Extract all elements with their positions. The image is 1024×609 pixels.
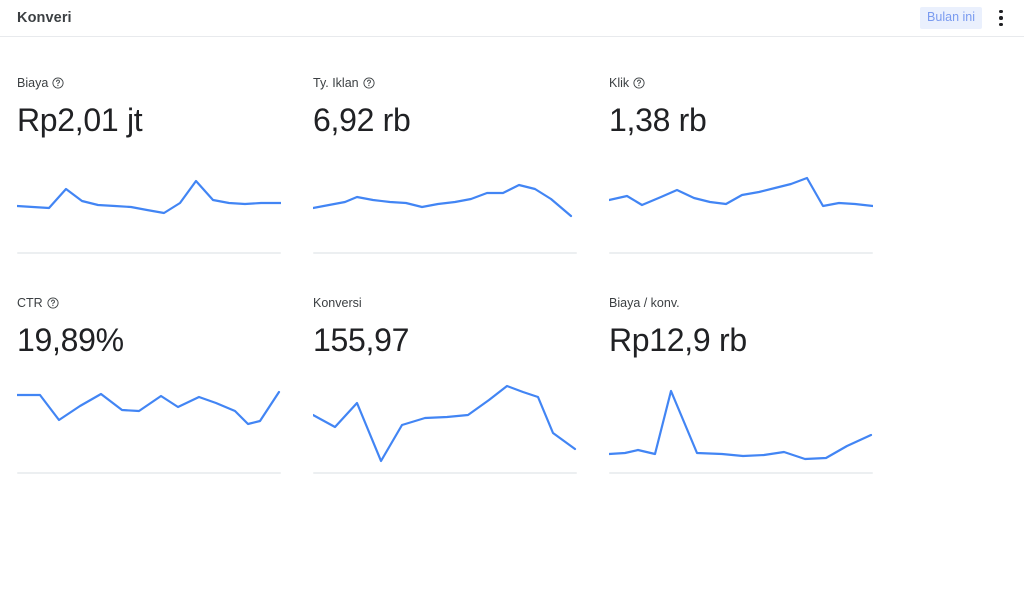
metric-label: Klik <box>609 76 630 90</box>
metric-value: 1,38 rb <box>609 102 707 138</box>
metric-row-top: Biaya Rp2,01 jt <box>0 37 1024 254</box>
metric-card-ty-iklan[interactable]: Ty. Iklan 6,92 rb <box>296 75 592 254</box>
metric-card-ctr[interactable]: CTR 19,89% <box>0 295 296 474</box>
metric-card-klik[interactable]: Klik 1,38 rb <box>592 75 888 254</box>
metric-value: 6,92 rb <box>313 102 411 138</box>
metric-value: Rp12,9 rb <box>609 322 747 358</box>
sparkline-path <box>17 390 281 426</box>
metric-header: CTR <box>17 295 281 311</box>
metric-card-biaya-konv[interactable]: Biaya / konv. Rp12,9 rb <box>592 295 888 474</box>
card-divider <box>609 252 873 254</box>
page-title: Konveri <box>17 9 72 26</box>
sparkline-biaya <box>17 153 281 245</box>
help-circle-icon[interactable] <box>363 77 375 89</box>
kebab-dot-1 <box>999 9 1003 14</box>
metric-value: 155,97 <box>313 322 410 358</box>
card-divider <box>17 252 281 254</box>
card-divider <box>17 472 281 474</box>
metric-card-biaya[interactable]: Biaya Rp2,01 jt <box>0 75 296 254</box>
sparkline-klik <box>609 153 873 245</box>
sparkline-konversi <box>313 373 577 465</box>
metric-row-bottom: CTR 19,89% <box>0 254 1024 474</box>
metric-label: Biaya / konv. <box>609 296 680 310</box>
sparkline-path <box>17 179 281 215</box>
sparkline-ctr <box>17 373 281 465</box>
sparkline-path <box>313 384 577 463</box>
card-divider <box>313 252 577 254</box>
help-circle-icon[interactable] <box>47 297 59 309</box>
metric-value: 19,89% <box>17 322 124 358</box>
metric-cards-grid: Biaya Rp2,01 jt <box>0 37 1024 474</box>
kebab-dot-2 <box>999 16 1003 20</box>
metric-header: Ty. Iklan <box>313 75 577 91</box>
sparkline-path <box>609 389 873 461</box>
metric-label: Biaya <box>17 76 49 90</box>
help-circle-icon[interactable] <box>52 77 64 89</box>
sparkline-path <box>313 183 573 218</box>
metric-header: Konversi <box>313 295 577 311</box>
metric-card-konversi[interactable]: Konversi 155,97 <box>296 295 592 474</box>
help-circle-icon[interactable] <box>633 77 645 89</box>
date-range-chip[interactable]: Bulan ini <box>920 7 982 29</box>
sparkline-biaya-konv <box>609 373 873 465</box>
metric-header: Biaya <box>17 75 281 91</box>
metric-label: Konversi <box>313 296 362 310</box>
card-divider <box>609 472 873 474</box>
app-header: Konveri Bulan ini <box>0 0 1024 37</box>
sparkline-path <box>609 176 873 208</box>
sparkline-ty-iklan <box>313 153 577 245</box>
card-divider <box>313 472 577 474</box>
more-vert-icon[interactable] <box>988 5 1014 31</box>
metric-header: Biaya / konv. <box>609 295 873 311</box>
kebab-dot-3 <box>999 22 1003 27</box>
metric-label: CTR <box>17 296 43 310</box>
metric-label: Ty. Iklan <box>313 76 359 90</box>
metric-header: Klik <box>609 75 873 91</box>
metric-value: Rp2,01 jt <box>17 102 143 138</box>
